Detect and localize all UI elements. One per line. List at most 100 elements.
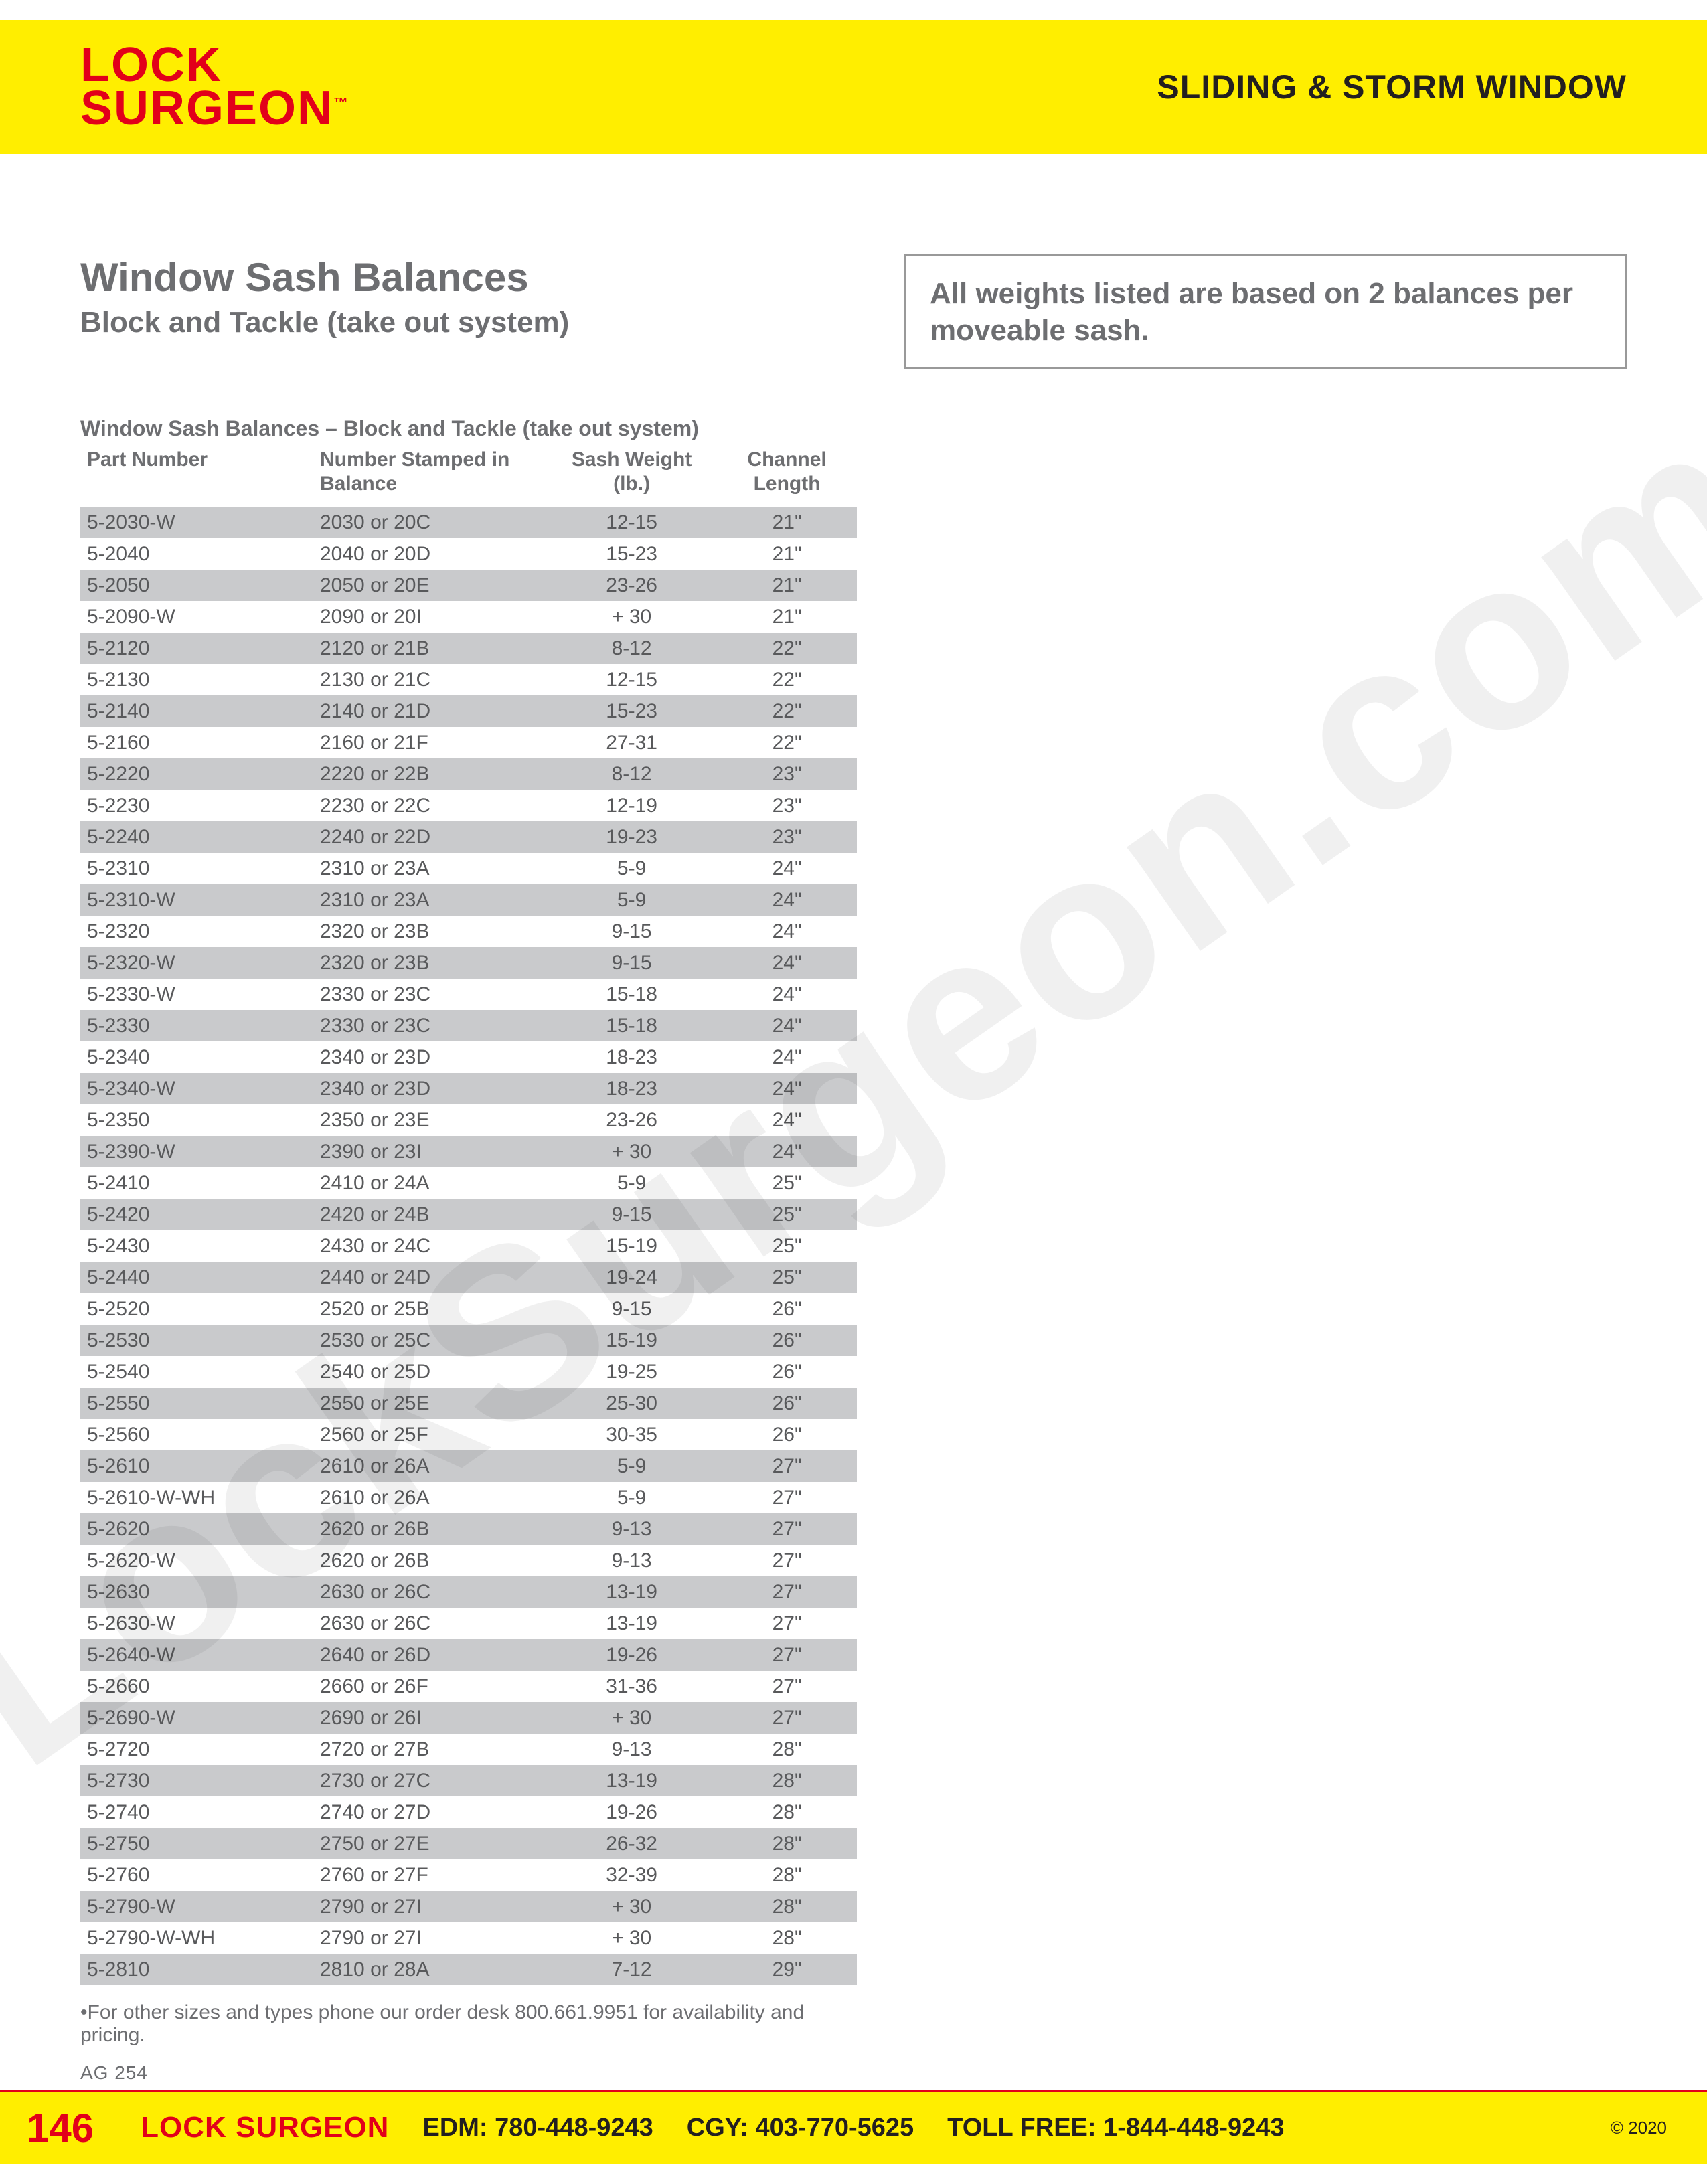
table-cell: 32-39 [546, 1859, 717, 1891]
table-cell: 2120 or 21B [313, 633, 546, 664]
table-cell: 25" [717, 1167, 857, 1199]
table-cell: 2310 or 23A [313, 884, 546, 916]
table-cell: 27" [717, 1545, 857, 1576]
table-caption: Window Sash Balances – Block and Tackle … [80, 416, 857, 441]
footer-tollfree: TOLL FREE: 1-844-448-9243 [947, 2114, 1284, 2143]
table-cell: 26" [717, 1325, 857, 1356]
table-cell: 7-12 [546, 1954, 717, 1985]
table-cell: 13-19 [546, 1576, 717, 1608]
table-cell: 5-9 [546, 1167, 717, 1199]
title-row: Window Sash Balances Block and Tackle (t… [80, 254, 1627, 369]
page-title: Window Sash Balances [80, 254, 569, 301]
table-cell: 24" [717, 1073, 857, 1104]
table-cell: 26" [717, 1293, 857, 1325]
footer-band: 146 LOCK SURGEON EDM: 780-448-9243 CGY: … [0, 2090, 1707, 2164]
table-cell: 5-2620 [80, 1513, 313, 1545]
table-row: 5-2330-W2330 or 23C15-1824" [80, 979, 857, 1010]
table-cell: 9-13 [546, 1545, 717, 1576]
table-cell: 19-26 [546, 1796, 717, 1828]
table-wrap: Window Sash Balances – Block and Tackle … [80, 416, 857, 2047]
table-row: 5-2610-W-WH2610 or 26A5-927" [80, 1482, 857, 1513]
table-row: 5-27302730 or 27C13-1928" [80, 1765, 857, 1796]
table-cell: 5-2330-W [80, 979, 313, 1010]
table-row: 5-2790-W-WH2790 or 27I+ 3028" [80, 1922, 857, 1954]
table-cell: 5-2340-W [80, 1073, 313, 1104]
table-cell: 2610 or 26A [313, 1450, 546, 1482]
table-cell: 25-30 [546, 1388, 717, 1419]
table-cell: 15-19 [546, 1325, 717, 1356]
table-cell: 5-2560 [80, 1419, 313, 1450]
table-cell: 5-2420 [80, 1199, 313, 1230]
table-body: 5-2030-W2030 or 20C12-1521"5-20402040 or… [80, 507, 857, 1985]
table-cell: 2340 or 23D [313, 1073, 546, 1104]
table-cell: 5-2340 [80, 1041, 313, 1073]
table-row: 5-27502750 or 27E26-3228" [80, 1828, 857, 1859]
title-block: Window Sash Balances Block and Tackle (t… [80, 254, 569, 339]
table-cell: 5-2160 [80, 727, 313, 758]
table-cell: 2810 or 28A [313, 1954, 546, 1985]
table-cell: 24" [717, 884, 857, 916]
table-cell: 26" [717, 1388, 857, 1419]
table-row: 5-2630-W2630 or 26C13-1927" [80, 1608, 857, 1639]
table-cell: 2420 or 24B [313, 1199, 546, 1230]
note-box: All weights listed are based on 2 balanc… [904, 254, 1627, 369]
table-cell: 26" [717, 1419, 857, 1450]
table-cell: 5-2350 [80, 1104, 313, 1136]
table-cell: + 30 [546, 1891, 717, 1922]
header-band: LOCK SURGEON™ SLIDING & STORM WINDOW [0, 20, 1707, 154]
table-row: 5-2340-W2340 or 23D18-2324" [80, 1073, 857, 1104]
table-row: 5-20502050 or 20E23-2621" [80, 570, 857, 601]
table-cell: 5-2790-W-WH [80, 1922, 313, 1954]
table-cell: 21" [717, 507, 857, 538]
footer-edm: EDM: 780-448-9243 [422, 2114, 653, 2143]
page: LockSurgeon.com LOCK SURGEON™ SLIDING & … [0, 0, 1707, 2184]
table-cell: 27" [717, 1513, 857, 1545]
col-part-number: Part Number [80, 445, 313, 507]
table-cell: 2090 or 20I [313, 601, 546, 633]
table-cell: 5-2440 [80, 1262, 313, 1293]
table-row: 5-26202620 or 26B9-1327" [80, 1513, 857, 1545]
table-cell: 2530 or 25C [313, 1325, 546, 1356]
col-weight: Sash Weight (lb.) [546, 445, 717, 507]
table-cell: 15-23 [546, 695, 717, 727]
page-number: 146 [27, 2105, 94, 2151]
table-cell: 28" [717, 1734, 857, 1765]
table-cell: 5-2130 [80, 664, 313, 695]
table-cell: 22" [717, 664, 857, 695]
table-cell: 15-23 [546, 538, 717, 570]
table-cell: 2620 or 26B [313, 1545, 546, 1576]
table-cell: 23" [717, 821, 857, 853]
table-cell: 9-15 [546, 916, 717, 947]
table-cell: 5-2050 [80, 570, 313, 601]
table-cell: + 30 [546, 1702, 717, 1734]
table-cell: 2540 or 25D [313, 1356, 546, 1388]
table-cell: 2750 or 27E [313, 1828, 546, 1859]
table-cell: 25" [717, 1230, 857, 1262]
table-row: 5-23402340 or 23D18-2324" [80, 1041, 857, 1073]
table-cell: 2330 or 23C [313, 1010, 546, 1041]
table-row: 5-25302530 or 25C15-1926" [80, 1325, 857, 1356]
table-cell: 5-2120 [80, 633, 313, 664]
table-row: 5-25402540 or 25D19-2526" [80, 1356, 857, 1388]
table-cell: 5-2720 [80, 1734, 313, 1765]
table-cell: 2690 or 26I [313, 1702, 546, 1734]
table-cell: 5-2090-W [80, 601, 313, 633]
table-cell: 2030 or 20C [313, 507, 546, 538]
table-cell: 5-2330 [80, 1010, 313, 1041]
table-cell: 5-2140 [80, 695, 313, 727]
table-cell: 5-2760 [80, 1859, 313, 1891]
table-cell: 19-25 [546, 1356, 717, 1388]
table-cell: 22" [717, 695, 857, 727]
table-cell: 5-2520 [80, 1293, 313, 1325]
table-cell: 18-23 [546, 1073, 717, 1104]
table-row: 5-26302630 or 26C13-1927" [80, 1576, 857, 1608]
table-cell: 5-9 [546, 1482, 717, 1513]
table-cell: 21" [717, 601, 857, 633]
table-cell: 5-2640-W [80, 1639, 313, 1671]
table-cell: 5-2630 [80, 1576, 313, 1608]
table-row: 5-24302430 or 24C15-1925" [80, 1230, 857, 1262]
table-cell: 2550 or 25E [313, 1388, 546, 1419]
table-row: 5-2320-W2320 or 23B9-1524" [80, 947, 857, 979]
table-cell: 25" [717, 1199, 857, 1230]
table-cell: 5-2690-W [80, 1702, 313, 1734]
